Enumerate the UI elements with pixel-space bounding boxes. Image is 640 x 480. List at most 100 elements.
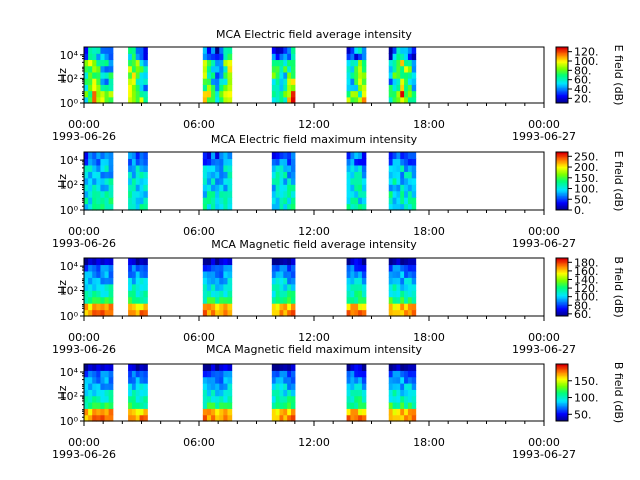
heatmap-cell — [361, 197, 367, 205]
heatmap-cell — [223, 303, 229, 311]
colorbar-tick-label: 250. — [574, 150, 599, 163]
heatmap-cell — [350, 190, 355, 198]
heatmap-cell — [143, 90, 148, 98]
heatmap-cell — [223, 364, 229, 371]
colorbar-cell — [556, 284, 568, 287]
heatmap-cell — [388, 53, 394, 61]
heatmap-cell — [139, 364, 145, 371]
heatmap-cell — [358, 383, 363, 390]
heatmap-cell — [139, 152, 145, 160]
heatmap-cell — [361, 53, 367, 61]
heatmap-cell — [291, 402, 296, 409]
heatmap-cell — [92, 190, 97, 198]
colorbar-cell — [556, 379, 568, 382]
colorbar-cell — [556, 268, 568, 271]
heatmap-segment — [271, 364, 296, 422]
heatmap-cell — [275, 65, 281, 73]
heatmap-cell — [206, 283, 212, 291]
heatmap-cell — [100, 47, 106, 54]
heatmap-cell — [219, 402, 224, 409]
heatmap-cell — [211, 258, 216, 266]
heatmap-cell — [271, 258, 277, 266]
colorbar-cell — [556, 292, 568, 295]
heatmap-cell — [291, 376, 296, 384]
heatmap-cell — [361, 59, 367, 67]
colorbar-tick-label: 100. — [574, 55, 599, 68]
heatmap-cell — [100, 164, 106, 172]
heatmap-cell — [291, 277, 296, 285]
heatmap-cell — [275, 203, 281, 211]
heatmap-cell — [143, 383, 148, 390]
heatmap-cell — [139, 277, 145, 285]
heatmap-cell — [358, 376, 363, 384]
heatmap-cell — [400, 402, 405, 409]
heatmap-cell — [128, 408, 133, 416]
colorbar-cell — [556, 172, 568, 175]
heatmap-cell — [271, 303, 277, 311]
heatmap-cell — [291, 65, 296, 73]
heatmap-cell — [361, 277, 367, 285]
heatmap-cell — [396, 376, 401, 384]
heatmap-cell — [350, 164, 355, 172]
heatmap-cell — [108, 65, 114, 73]
heatmap-cell — [96, 164, 102, 172]
heatmap-cell — [358, 370, 363, 378]
heatmap-cell — [88, 402, 93, 409]
x-tick-label: 00:00 — [528, 118, 560, 131]
heatmap-cell — [131, 283, 137, 291]
heatmap-cell — [96, 184, 102, 192]
heatmap-cell — [202, 376, 208, 384]
heatmap-cell — [407, 383, 413, 390]
heatmap-cell — [279, 197, 284, 205]
x-tick-label: 18:00 — [413, 118, 445, 131]
colorbar-cell — [556, 66, 568, 69]
colorbar-cell — [556, 154, 568, 157]
heatmap-cell — [219, 203, 224, 211]
chart-panel-2: MCA Electric field maximum intensity10⁰1… — [52, 133, 625, 250]
heatmap-cell — [287, 389, 292, 397]
heatmap-cell — [128, 177, 133, 185]
heatmap-cell — [275, 184, 281, 192]
heatmap-cell — [350, 78, 355, 85]
heatmap-cell — [346, 190, 352, 198]
colorbar-cell — [556, 281, 568, 284]
heatmap-cell — [223, 258, 229, 266]
heatmap-cell — [392, 78, 398, 85]
heatmap-cell — [135, 270, 141, 278]
heatmap-cell — [104, 177, 110, 185]
heatmap-cell — [358, 395, 363, 403]
colorbar-cell — [556, 70, 568, 73]
heatmap-cell — [84, 408, 89, 416]
heatmap-segment — [271, 47, 296, 104]
heatmap-cell — [392, 283, 398, 291]
y-tick-label: 10² — [60, 72, 78, 85]
heatmap-cell — [202, 283, 208, 291]
colorbar-tick-label: 60. — [574, 74, 592, 87]
heatmap-cell — [354, 190, 359, 198]
heatmap-cell — [227, 184, 233, 192]
heatmap-cell — [404, 364, 409, 371]
heatmap-cell — [388, 376, 394, 384]
heatmap-cell — [287, 414, 292, 422]
heatmap-cell — [358, 184, 363, 192]
colorbar-cell — [556, 259, 568, 262]
heatmap-cell — [108, 283, 114, 291]
heatmap-cell — [108, 389, 114, 397]
heatmap-cell — [407, 303, 413, 311]
heatmap-cell — [215, 171, 220, 179]
heatmap-cell — [96, 408, 102, 416]
colorbar-cell — [556, 416, 568, 419]
y-tick-label: 10⁴ — [60, 260, 79, 273]
heatmap-cell — [215, 158, 220, 166]
heatmap-cell — [388, 283, 394, 291]
y-tick-label: 10² — [60, 390, 78, 403]
heatmap-cell — [388, 177, 394, 185]
colorbar-cell — [556, 192, 568, 195]
heatmap-cell — [275, 90, 281, 98]
heatmap-cell — [283, 364, 288, 371]
heatmap-cell — [143, 277, 148, 285]
heatmap-cell — [358, 53, 363, 61]
heatmap-cell — [275, 383, 281, 390]
heatmap-cell — [346, 376, 352, 384]
